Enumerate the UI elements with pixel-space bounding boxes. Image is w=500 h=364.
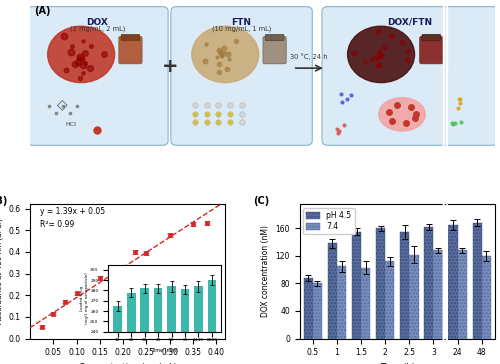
- Circle shape: [348, 26, 414, 83]
- Text: (A): (A): [34, 6, 50, 16]
- Text: y = 1.39x + 0.05: y = 1.39x + 0.05: [40, 207, 105, 215]
- Text: HCl: HCl: [65, 122, 76, 127]
- Bar: [472, 223, 482, 339]
- FancyBboxPatch shape: [121, 35, 140, 41]
- Y-axis label: DOX concentration (nM): DOX concentration (nM): [261, 225, 270, 317]
- Bar: [434, 250, 442, 339]
- Bar: [448, 225, 458, 339]
- Bar: [361, 268, 370, 339]
- FancyBboxPatch shape: [119, 36, 142, 64]
- Bar: [400, 232, 409, 339]
- X-axis label: Time (h): Time (h): [380, 363, 415, 364]
- Bar: [352, 232, 361, 339]
- Text: R²= 0.99: R²= 0.99: [40, 220, 74, 229]
- FancyBboxPatch shape: [171, 7, 312, 145]
- Text: DOX/FTN: DOX/FTN: [388, 18, 432, 27]
- Text: (2 mg/mL, 2 mL): (2 mg/mL, 2 mL): [70, 26, 125, 32]
- Bar: [482, 256, 491, 339]
- FancyBboxPatch shape: [26, 7, 168, 145]
- FancyBboxPatch shape: [263, 36, 286, 64]
- Bar: [304, 278, 313, 339]
- Text: FTN: FTN: [232, 18, 252, 27]
- FancyBboxPatch shape: [266, 35, 284, 41]
- X-axis label: Concentration (mg/mL): Concentration (mg/mL): [79, 363, 176, 364]
- Text: +: +: [162, 57, 178, 76]
- FancyBboxPatch shape: [422, 35, 440, 41]
- Text: (10 mg/mL, 1 mL): (10 mg/mL, 1 mL): [212, 26, 272, 32]
- Text: DOX: DOX: [86, 18, 108, 27]
- Text: (B): (B): [0, 196, 8, 206]
- Bar: [386, 261, 394, 339]
- Text: (C): (C): [252, 196, 269, 206]
- FancyBboxPatch shape: [322, 7, 498, 145]
- Bar: [313, 284, 322, 339]
- FancyBboxPatch shape: [420, 36, 443, 64]
- Circle shape: [48, 26, 114, 83]
- Y-axis label: Absorbance at 480 nm (a. u.): Absorbance at 480 nm (a. u.): [0, 218, 2, 324]
- Bar: [424, 227, 434, 339]
- Circle shape: [192, 26, 259, 83]
- Bar: [410, 254, 418, 339]
- Text: ◇: ◇: [57, 97, 68, 111]
- Bar: [458, 250, 467, 339]
- Legend: pH 4.5, 7.4: pH 4.5, 7.4: [304, 208, 354, 234]
- Text: 30 °C, 24 h: 30 °C, 24 h: [290, 53, 328, 59]
- Bar: [337, 266, 346, 339]
- Bar: [376, 228, 386, 339]
- Bar: [328, 244, 337, 339]
- Ellipse shape: [379, 98, 425, 131]
